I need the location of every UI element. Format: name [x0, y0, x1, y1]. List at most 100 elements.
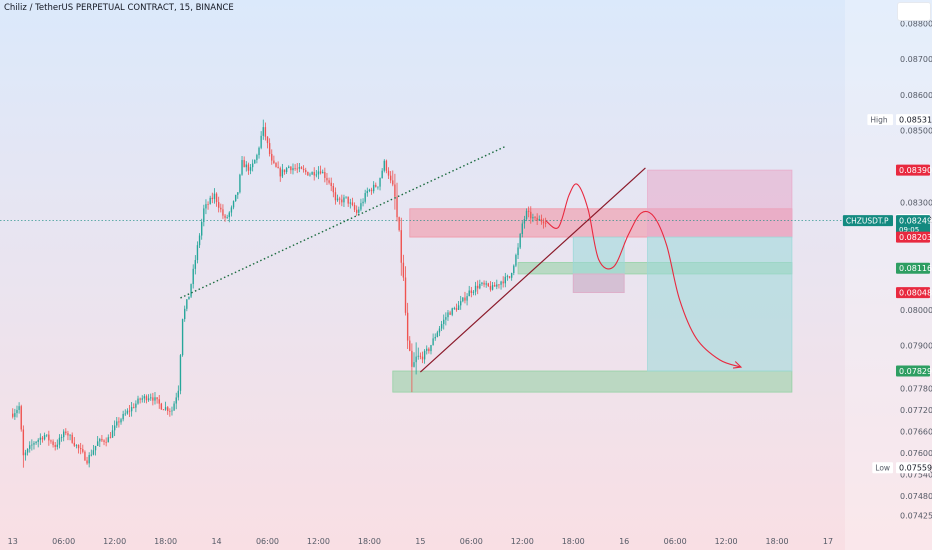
x-tick-label: 12:00	[103, 537, 126, 546]
candle-body	[377, 186, 379, 188]
price-label-bg	[896, 231, 930, 243]
candle-body	[268, 143, 271, 154]
price-label-bg	[896, 164, 930, 176]
x-tick-label: 06:00	[460, 537, 483, 546]
candle-body	[128, 410, 131, 412]
candle-body	[438, 328, 441, 333]
candle-body	[120, 419, 122, 423]
price-label-value: 0.07829	[899, 367, 932, 376]
candle-body	[273, 160, 275, 163]
candle-body	[77, 444, 80, 449]
candle-body	[322, 172, 324, 174]
candle-body	[211, 197, 214, 200]
y-tick-label: 0.07900	[900, 342, 932, 351]
candle-body	[506, 276, 509, 278]
candle-body	[96, 441, 99, 446]
candle-body	[426, 348, 428, 351]
price-label-bg	[896, 215, 930, 236]
candle-body	[63, 431, 65, 438]
candle-body	[457, 305, 460, 310]
candle-body	[164, 407, 167, 410]
price-label-value: 0.08048	[899, 288, 932, 297]
candle-body	[137, 398, 139, 404]
y-tick-label: 0.07660	[900, 428, 932, 437]
candle-body	[464, 297, 466, 301]
candle-body	[385, 160, 388, 171]
x-tick-label: 13	[8, 537, 18, 546]
candle-body	[48, 434, 50, 441]
candle-body	[496, 284, 498, 287]
candle-body	[18, 406, 20, 410]
candle-body	[417, 355, 419, 357]
candle-body	[347, 196, 349, 204]
candle-body	[317, 171, 320, 175]
candle-body	[107, 437, 109, 443]
candle-body	[474, 285, 477, 292]
candle-body	[451, 308, 453, 315]
candle-body	[158, 399, 160, 404]
candle-body	[124, 413, 126, 415]
candle-body	[230, 207, 233, 213]
candle-body	[489, 286, 492, 290]
candle-body	[56, 444, 59, 447]
candle-body	[517, 247, 519, 256]
price-label-value: 0.08390	[899, 166, 932, 175]
price-label-name: Low	[875, 463, 890, 472]
candle-body	[396, 196, 398, 218]
price-label-bg	[896, 365, 930, 377]
candle-body	[283, 169, 286, 173]
candle-body	[434, 336, 436, 339]
candle-body	[296, 168, 298, 170]
candle-body	[309, 174, 311, 176]
candle-body	[355, 209, 358, 213]
candle-body	[243, 160, 245, 168]
candle-body	[493, 285, 496, 287]
legend-toggle-button[interactable]	[897, 2, 931, 21]
candle-body	[169, 410, 171, 412]
candle-body	[194, 260, 197, 269]
candles	[12, 119, 547, 468]
y-tick-label: 0.07600	[900, 449, 932, 458]
x-tick-label: 12:00	[715, 537, 738, 546]
candle-body	[69, 434, 71, 436]
candle-body	[300, 167, 303, 169]
x-tick-label: 12:00	[307, 537, 330, 546]
y-tick-label: 0.08300	[900, 198, 932, 207]
candle-body	[26, 448, 29, 453]
candle-body	[311, 172, 313, 175]
candle-body	[536, 217, 538, 221]
candle-body	[358, 209, 360, 213]
candle-body	[392, 180, 394, 185]
candle-body	[481, 282, 483, 284]
candle-body	[370, 189, 373, 192]
candle-body	[362, 201, 364, 204]
candle-body	[387, 170, 390, 176]
candle-body	[171, 410, 173, 412]
candle-body	[275, 162, 277, 167]
candle-body	[31, 444, 33, 446]
candle-body	[139, 398, 141, 400]
candle-body	[201, 222, 203, 236]
y-tick-label: 0.08800	[900, 19, 932, 28]
candle-body	[508, 276, 511, 278]
price-label-value: 0.08116	[899, 264, 932, 273]
candle-body	[345, 196, 347, 198]
candle-body	[351, 202, 354, 205]
candle-body	[400, 230, 402, 263]
candle-body	[432, 338, 434, 346]
candle-body	[527, 210, 530, 212]
candle-body	[530, 211, 532, 219]
price-axis-bg	[845, 0, 932, 550]
candle-body	[92, 450, 95, 455]
zone-6	[647, 236, 793, 372]
candle-body	[75, 444, 78, 446]
candle-body	[455, 307, 458, 310]
candle-body	[290, 166, 292, 171]
candle-body	[12, 413, 14, 417]
price-label: 0.08390	[896, 164, 932, 176]
price-label-countdown: 09:05	[899, 226, 919, 234]
candle-body	[472, 291, 475, 293]
price-label-value: 0.07559	[899, 463, 932, 472]
